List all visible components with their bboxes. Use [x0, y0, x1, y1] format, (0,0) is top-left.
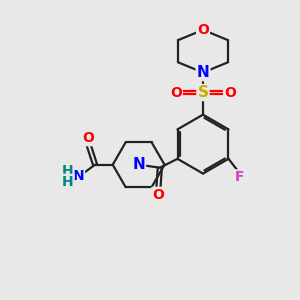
Text: O: O	[197, 23, 209, 37]
Text: O: O	[152, 188, 164, 202]
Text: O: O	[170, 85, 182, 100]
Text: N: N	[196, 65, 209, 80]
Text: O: O	[224, 85, 236, 100]
Text: H: H	[62, 175, 74, 189]
Text: H: H	[62, 164, 74, 178]
Text: N: N	[73, 169, 84, 184]
Text: N: N	[132, 157, 145, 172]
Text: S: S	[197, 85, 208, 100]
Text: F: F	[235, 170, 244, 184]
Text: O: O	[82, 131, 94, 145]
